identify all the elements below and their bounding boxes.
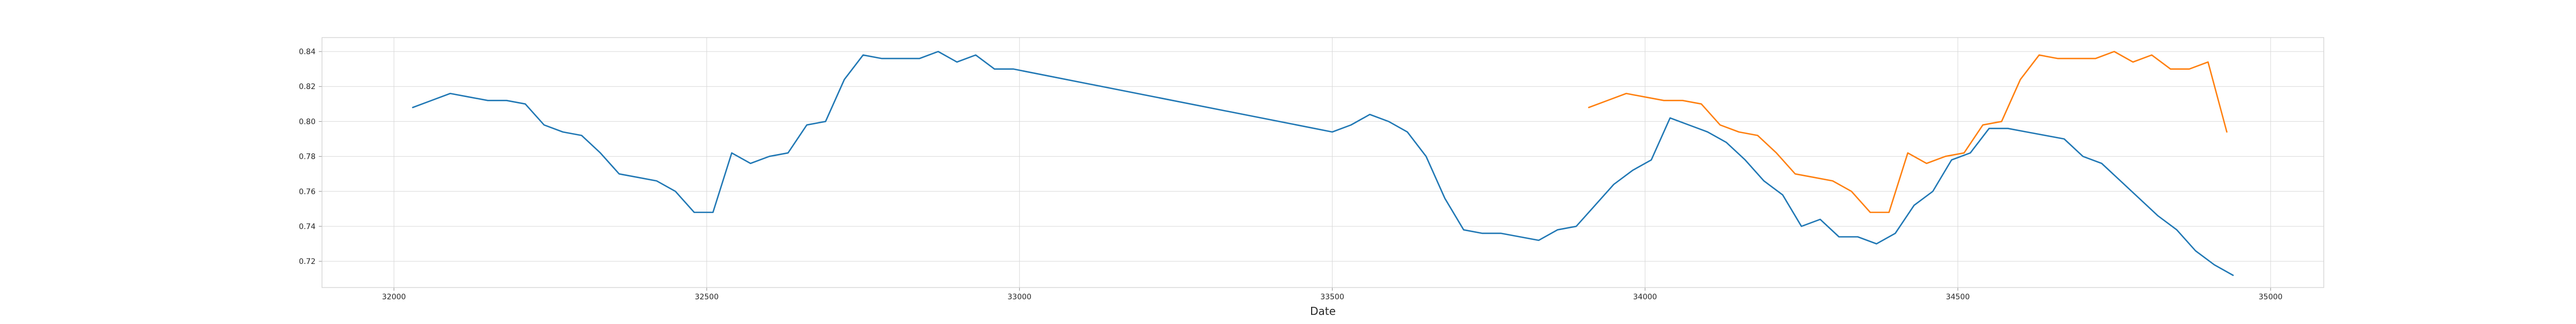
grid-layer [322, 38, 2324, 288]
x-tick-label-32500: 32500 [695, 293, 719, 301]
y-tick-label-0.78: 0.78 [299, 153, 316, 161]
x-tick-label-35000: 35000 [2259, 293, 2283, 301]
x-tick-label-34000: 34000 [1633, 293, 1657, 301]
series-layer [412, 50, 2234, 276]
plot-frame [321, 37, 2324, 288]
x-tick-label-33500: 33500 [1320, 293, 1344, 301]
x-axis-label: Date [1310, 305, 1336, 318]
y-tick-label-0.76: 0.76 [299, 188, 316, 196]
y-tick-label-0.74: 0.74 [299, 223, 316, 231]
series-line-2 [1588, 50, 2228, 213]
y-tick-label-0.84: 0.84 [299, 48, 316, 56]
x-tick-label-33000: 33000 [1007, 293, 1031, 301]
y-tick-label-0.80: 0.80 [299, 117, 316, 126]
y-tick-label-0.82: 0.82 [299, 83, 316, 91]
x-tick-label-34500: 34500 [1946, 293, 1970, 301]
axis-layer: 32000 32500 33000 33500 34000 34500 35000 0.72 0… [299, 37, 2324, 301]
series-line-1 [412, 50, 2234, 276]
x-tick-label-32000: 32000 [382, 293, 406, 301]
y-tick-label-0.72: 0.72 [299, 257, 316, 266]
